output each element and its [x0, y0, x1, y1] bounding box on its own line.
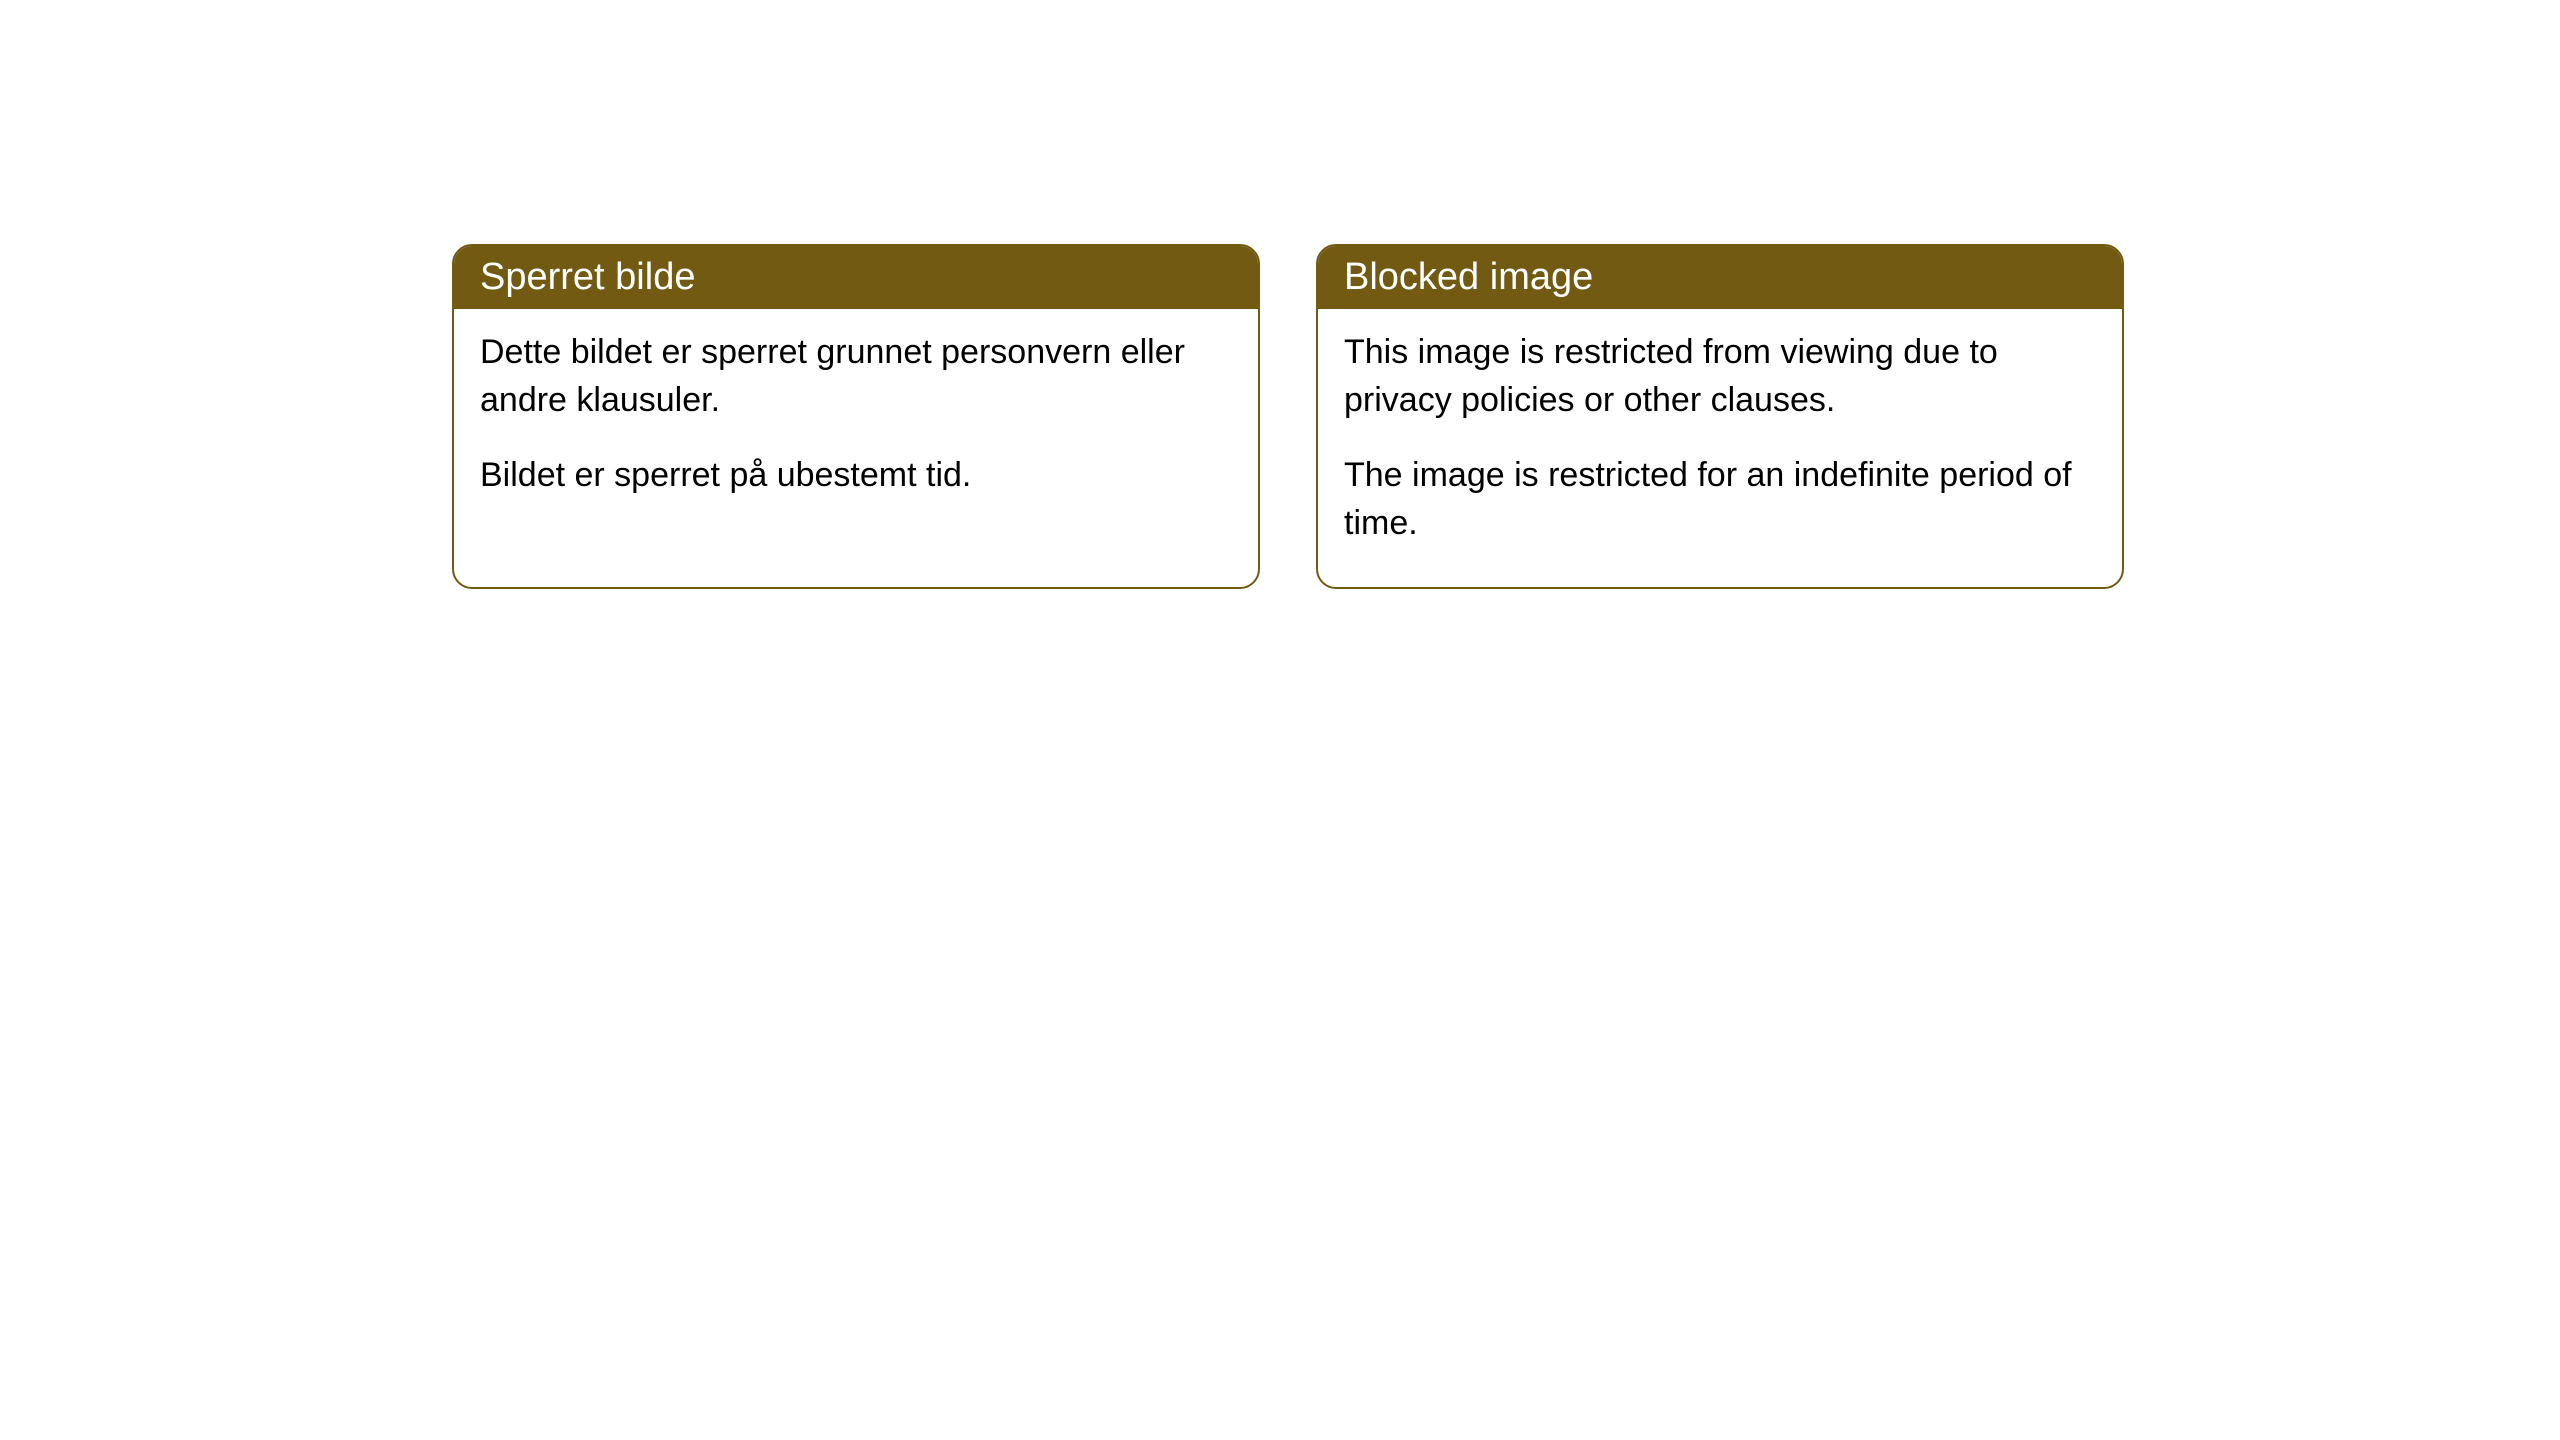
card-header-norwegian: Sperret bilde — [454, 246, 1258, 309]
card-title: Sperret bilde — [480, 256, 695, 298]
notice-cards-container: Sperret bilde Dette bildet er sperret gr… — [452, 244, 2124, 589]
card-body-norwegian: Dette bildet er sperret grunnet personve… — [454, 309, 1258, 540]
card-paragraph-2: Bildet er sperret på ubestemt tid. — [480, 452, 1232, 500]
card-paragraph-2: The image is restricted for an indefinit… — [1344, 452, 2096, 547]
card-header-english: Blocked image — [1318, 246, 2122, 309]
card-paragraph-1: Dette bildet er sperret grunnet personve… — [480, 329, 1232, 424]
card-body-english: This image is restricted from viewing du… — [1318, 309, 2122, 587]
notice-card-english: Blocked image This image is restricted f… — [1316, 244, 2124, 589]
card-title: Blocked image — [1344, 256, 1593, 298]
card-paragraph-1: This image is restricted from viewing du… — [1344, 329, 2096, 424]
notice-card-norwegian: Sperret bilde Dette bildet er sperret gr… — [452, 244, 1260, 589]
